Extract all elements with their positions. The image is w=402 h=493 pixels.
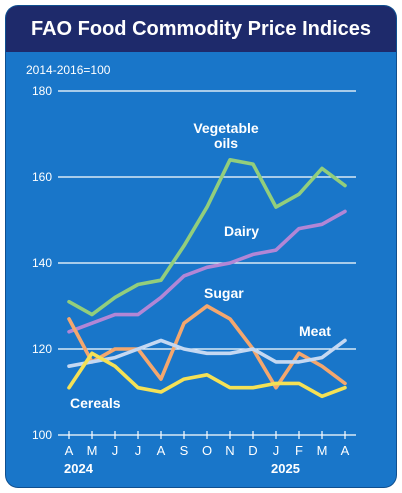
x-tick-label: J: [112, 443, 119, 458]
x-tick-label: O: [202, 443, 212, 458]
y-tick-label: 120: [32, 342, 52, 356]
x-tick-label: J: [273, 443, 280, 458]
series-line-sugar: [67, 304, 347, 390]
year-label-2024: 2024: [64, 461, 94, 476]
y-tick-label: 180: [32, 84, 52, 98]
series-line-meat: [67, 338, 347, 369]
series-label-cereals: Cereals: [70, 395, 121, 411]
x-tick-label: M: [87, 443, 98, 458]
year-label-2025: 2025: [271, 461, 300, 476]
series-label-sugar: Sugar: [204, 285, 244, 301]
x-tick-label: N: [225, 443, 234, 458]
chart-card: FAO Food Commodity Price Indices 2014-20…: [6, 6, 396, 487]
x-tick-label: M: [317, 443, 328, 458]
x-tick-label: S: [180, 443, 189, 458]
series-label-vegetable-oils: Vegetable oils: [193, 120, 259, 151]
series-label-dairy: Dairy: [224, 223, 259, 239]
x-tick-label: A: [341, 443, 350, 458]
x-tick-label: A: [65, 443, 74, 458]
chart-title: FAO Food Commodity Price Indices: [6, 6, 396, 52]
series-line-vegetable-oils: [67, 158, 347, 317]
x-tick-label: A: [157, 443, 166, 458]
series-line-cereals: [67, 351, 347, 399]
x-tick-label: F: [295, 443, 303, 458]
y-tick-label: 100: [32, 428, 52, 442]
y-axis-unit: 2014-2016=100: [26, 63, 111, 77]
y-tick-label: 160: [32, 170, 52, 184]
x-tick-label: D: [248, 443, 257, 458]
series-label-meat: Meat: [299, 323, 331, 339]
y-tick-label: 140: [32, 256, 52, 270]
x-tick-label: J: [135, 443, 142, 458]
series-line-dairy: [67, 209, 347, 334]
